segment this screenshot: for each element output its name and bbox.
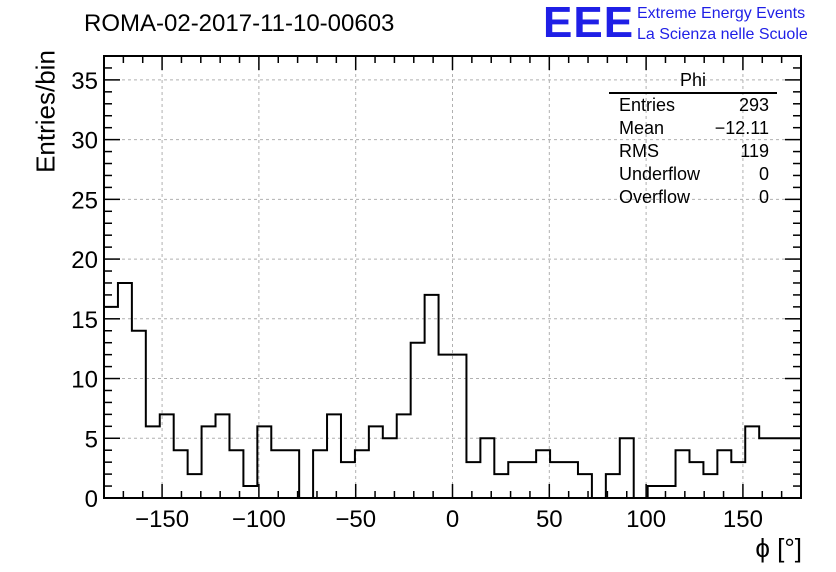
histogram-bin [118, 283, 132, 498]
histogram-bin [132, 331, 146, 498]
stats-label: Entries [619, 95, 676, 115]
x-tick-label: −50 [335, 506, 376, 533]
histogram-bin [439, 355, 453, 498]
histogram-bin [662, 486, 676, 498]
histogram-bin [216, 414, 230, 498]
stats-divider [609, 92, 777, 94]
histogram-bin [550, 462, 564, 498]
histogram-bin [202, 426, 216, 498]
x-tick-label: 100 [626, 506, 666, 533]
histogram-bin [341, 462, 355, 498]
histogram-bin [397, 414, 411, 498]
histogram-bin [480, 438, 494, 498]
histogram-bin [494, 474, 508, 498]
histogram-bin [174, 450, 188, 498]
histogram-bin [689, 462, 703, 498]
y-tick-label: 25 [71, 187, 98, 214]
stats-row-entries: Entries 293 [609, 94, 777, 117]
y-tick-label: 35 [71, 68, 98, 95]
brand-line-2: La Scienza nelle Scuole [637, 26, 808, 43]
y-tick-label: 15 [71, 307, 98, 334]
y-tick-label: 5 [85, 426, 98, 453]
stats-value: 0 [758, 164, 769, 184]
histogram-bin [787, 438, 801, 498]
histogram-bin [411, 343, 425, 498]
histogram-bin [536, 450, 550, 498]
histogram-bin [522, 462, 536, 498]
histogram-bin [578, 474, 592, 498]
stats-row-overflow: Overflow 0 [609, 186, 777, 209]
stats-row-rms: RMS 119 [609, 140, 777, 163]
histogram-bin [369, 426, 383, 498]
stats-label: Underflow [619, 164, 701, 184]
histogram-bin [717, 450, 731, 498]
y-tick-label: 30 [71, 128, 98, 155]
histogram-bin [731, 462, 745, 498]
y-tick-label: 10 [71, 367, 98, 394]
x-tick-label: −150 [135, 506, 189, 533]
histogram-bin [271, 450, 285, 498]
stats-box: Phi Entries 293 Mean −12.11 RMS 119 Underflow 0… [609, 70, 777, 209]
histogram-bin [508, 462, 522, 498]
histogram-bin [703, 474, 717, 498]
histogram-bin [104, 307, 118, 498]
y-tick-label: 0 [85, 486, 98, 513]
histogram-bin [564, 462, 578, 498]
histogram-bin [383, 438, 397, 498]
histogram-bin [229, 450, 243, 498]
histogram-bin [355, 450, 369, 498]
chart-title: ROMA-02-2017-11-10-00603 [84, 10, 395, 37]
histogram-bin [327, 414, 341, 498]
histogram-bin [745, 426, 759, 498]
histogram-bin [285, 450, 299, 498]
brand-line-1: Extreme Energy Events [637, 5, 806, 22]
x-tick-label: 50 [536, 506, 563, 533]
histogram-bin [676, 450, 690, 498]
stats-rows: Entries 293 Mean −12.11 RMS 119 Underflow 0 Over… [609, 94, 777, 209]
stats-title: Phi [679, 70, 706, 90]
x-tick-label: 0 [446, 506, 459, 533]
stats-value: 0 [758, 187, 769, 207]
y-tick-label: 20 [71, 247, 98, 274]
histogram-bin [606, 474, 620, 498]
histogram-bin [759, 438, 773, 498]
stats-label: RMS [619, 141, 659, 161]
histogram-bin [188, 474, 202, 498]
stats-label: Overflow [619, 187, 691, 207]
histogram-bin [160, 414, 174, 498]
histogram-bin [773, 438, 787, 498]
stats-value: 119 [740, 141, 769, 161]
histogram-bin [466, 462, 480, 498]
histogram-bin [425, 295, 439, 498]
histogram-bin [453, 355, 467, 498]
stats-value: −12.11 [714, 118, 769, 138]
histogram-bin [257, 426, 271, 498]
histogram-line [104, 281, 801, 499]
stats-row-mean: Mean −12.11 [609, 117, 777, 140]
stats-value: 293 [738, 95, 769, 115]
x-tick-label: 150 [723, 506, 763, 533]
histogram-bin [146, 426, 160, 498]
x-tick-label: −100 [232, 506, 286, 533]
stats-label: Mean [619, 118, 665, 138]
histogram-bin [243, 486, 257, 498]
stats-row-underflow: Underflow 0 [609, 163, 777, 186]
histogram-bin [313, 450, 327, 498]
histogram-bin [648, 486, 662, 498]
histogram-bin [620, 438, 634, 498]
y-axis-label: Entries/bin [30, 50, 61, 173]
x-axis-label: ϕ [°] [755, 533, 802, 563]
eee-logo: EEE [543, 0, 635, 47]
